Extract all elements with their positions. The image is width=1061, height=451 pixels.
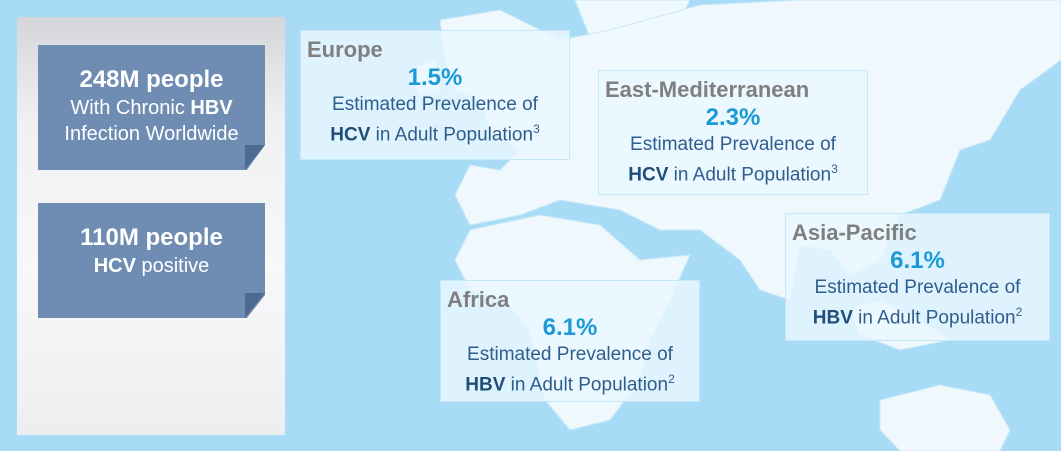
population: in Adult Population [375, 124, 534, 146]
disease: HBV [465, 374, 506, 396]
population: in Adult Population [510, 374, 669, 396]
population-line: HBV in Adult Population2 [441, 367, 699, 397]
disease: HCV [628, 164, 669, 186]
stat-text: positive [141, 255, 210, 277]
population: in Adult Population [858, 307, 1016, 329]
fold [245, 145, 265, 170]
footnote: 3 [533, 122, 540, 136]
population: in Adult Population [673, 164, 832, 186]
region-name: Africa [447, 287, 510, 312]
stat-bold: HBV [190, 97, 233, 119]
region-callout: Europe 1.5% Estimated Prevalence of HCV in … [300, 30, 570, 160]
disease: HCV [330, 124, 371, 146]
region-callout: East-Mediterranean 2.3% Estimated Prevalen… [598, 70, 868, 195]
prevalence: 1.5% [407, 64, 463, 91]
region-name: Asia-Pacific [792, 220, 917, 245]
region-callout: Africa 6.1% Estimated Prevalence of HBV in … [440, 280, 700, 402]
region-name: East-Mediterranean [605, 77, 810, 102]
population-line: HBV in Adult Population2 [786, 300, 1049, 330]
stat-box: 248M people With Chronic HBV Infection W… [38, 45, 265, 170]
stat-line: With Chronic HBV [38, 95, 265, 121]
prevalence: 6.1% [542, 314, 598, 341]
description: Estimated Prevalence of [467, 344, 673, 365]
description: Estimated Prevalence of [814, 277, 1021, 298]
region-callout: Asia-Pacific 6.1% Estimated Prevalence of H… [785, 213, 1050, 341]
stat-line: HCV positive [38, 253, 265, 279]
population-line: HCV in Adult Population3 [599, 157, 867, 187]
prevalence: 2.3% [705, 104, 761, 131]
description: Estimated Prevalence of [630, 134, 836, 155]
stat-text: With Chronic [70, 97, 185, 119]
stat-bold: HCV [93, 255, 136, 277]
disease: HBV [812, 307, 853, 329]
stat-box: 110M people HCV positive [38, 203, 265, 318]
footnote: 3 [831, 162, 838, 176]
stat-headline: 110M people [80, 224, 223, 251]
footnote: 2 [1015, 305, 1023, 319]
left-panel: 248M people With Chronic HBV Infection W… [17, 17, 285, 435]
region-name: Europe [307, 37, 383, 62]
description: Estimated Prevalence of [332, 94, 538, 115]
stat-line: Infection Worldwide [64, 123, 239, 145]
footnote: 2 [668, 372, 675, 386]
stat-headline: 248M people [79, 66, 224, 93]
fold [245, 293, 265, 318]
prevalence: 6.1% [890, 247, 945, 274]
population-line: HCV in Adult Population3 [301, 117, 569, 147]
